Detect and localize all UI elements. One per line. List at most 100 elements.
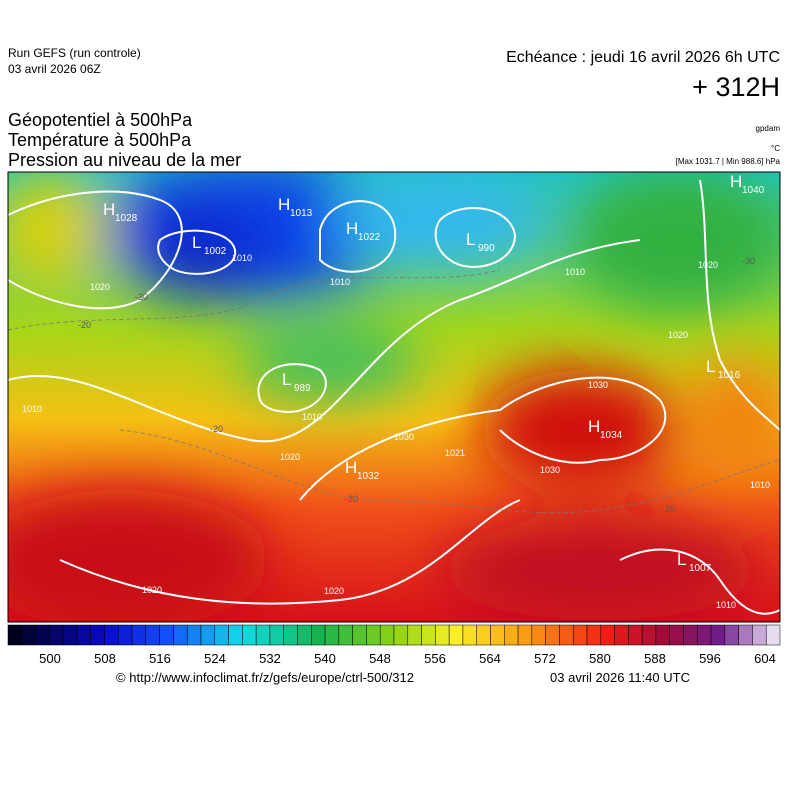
colorbar-swatch <box>724 624 739 646</box>
center-kind: L <box>192 233 201 252</box>
colorbar-label: 596 <box>699 651 721 666</box>
legend-line: Géopotentiel à 500hPa <box>8 110 193 130</box>
map-frame <box>7 171 781 623</box>
colorbar-label: 604 <box>754 651 776 666</box>
colorbar-swatch <box>352 624 367 646</box>
center-kind: H <box>730 172 742 191</box>
colorbar-swatch <box>669 624 684 646</box>
isobar-label: 1030 <box>540 465 560 475</box>
isobar-label: 1030 <box>394 432 414 442</box>
colorbar-swatch <box>159 624 174 646</box>
colorbar-swatch <box>421 624 436 646</box>
temperature-label: -20 <box>345 494 358 504</box>
center-value: 1002 <box>204 246 227 257</box>
colorbar-label: 588 <box>644 651 666 666</box>
isobar-label: 1010 <box>565 267 585 277</box>
temperature-label: -20 <box>662 504 675 514</box>
isobar-label: 1020 <box>324 586 344 596</box>
colorbar-swatch <box>145 624 160 646</box>
colorbar-swatch <box>407 624 422 646</box>
colorbar-swatch <box>297 624 312 646</box>
colorbar-swatch <box>90 624 105 646</box>
temperature-label: -20 <box>78 320 91 330</box>
colorbar-swatch <box>490 624 505 646</box>
colorbar-swatch <box>738 624 753 646</box>
center-value: 1028 <box>115 213 138 224</box>
colorbar-label: 564 <box>479 651 501 666</box>
colorbar-swatch <box>21 624 36 646</box>
colorbar-swatch <box>173 624 188 646</box>
colorbar-swatch <box>379 624 395 646</box>
colorbar-swatch <box>393 624 409 646</box>
colorbar-label: 548 <box>369 651 391 666</box>
colorbar-swatch <box>559 624 574 646</box>
colorbar-swatch <box>614 624 629 646</box>
colorbar-label: 516 <box>149 651 171 666</box>
center-kind: H <box>346 219 358 238</box>
colorbar-swatch <box>131 624 147 646</box>
colorbar-swatch <box>448 624 464 646</box>
colorbar-swatch <box>545 624 560 646</box>
center-value: 1013 <box>290 208 313 219</box>
temperature-label: -30 <box>742 256 755 266</box>
center-kind: H <box>588 417 600 436</box>
footer-date: 03 avril 2026 11:40 UTC <box>550 670 690 685</box>
colorbar-swatch <box>118 624 133 646</box>
colorbar-swatch <box>269 624 284 646</box>
colorbar-swatch <box>242 624 257 646</box>
center-kind: H <box>345 458 357 477</box>
colorbar-swatch <box>76 624 91 646</box>
center-kind: H <box>103 200 115 219</box>
colorbar-swatch <box>435 624 450 646</box>
colorbar-swatch <box>228 624 243 646</box>
colorbar-label: 556 <box>424 651 446 666</box>
colorbar-label: 540 <box>314 651 336 666</box>
unit: [Max 1031.7 | Min 988.6] hPa <box>676 157 781 166</box>
colorbar-label: 524 <box>204 651 226 666</box>
colorbar-swatch <box>504 624 519 646</box>
colorbar-swatch <box>572 624 588 646</box>
colorbar-label: 572 <box>534 651 556 666</box>
isobar-label: 1020 <box>668 330 688 340</box>
colorbar-swatch <box>62 624 78 646</box>
center-kind: H <box>278 195 290 214</box>
run-date: 03 avril 2026 06Z <box>8 62 101 76</box>
isobar-label: 1020 <box>142 585 162 595</box>
center-value: 1007 <box>689 563 712 574</box>
run-label: Run GEFS (run controle) <box>8 46 141 60</box>
map <box>8 172 780 622</box>
isobar-label: 1010 <box>302 412 322 422</box>
legend-line: Température à 500hPa <box>8 130 192 150</box>
colorbar-swatch <box>200 624 216 646</box>
center-value: 1016 <box>718 370 741 381</box>
colorbar-swatch <box>752 624 767 646</box>
isobar-label: 1020 <box>698 260 718 270</box>
isobar-label: 1010 <box>330 277 350 287</box>
colorbar-swatch <box>49 624 64 646</box>
isotherms <box>8 269 780 514</box>
colorbar-swatch <box>35 624 50 646</box>
colorbar-swatch <box>641 624 657 646</box>
colorbar-swatch <box>655 624 670 646</box>
colorbar-swatch <box>765 624 781 646</box>
center-value: 989 <box>294 383 311 394</box>
center-value: 990 <box>478 243 495 254</box>
isobar-label: 1021 <box>445 448 465 458</box>
center-kind: L <box>466 230 475 249</box>
unit: gpdam <box>756 124 781 133</box>
center-value: 1032 <box>357 471 380 482</box>
temperature-label: -30 <box>135 292 148 302</box>
colorbar-swatch <box>311 624 326 646</box>
isobar-label: 1010 <box>232 253 252 263</box>
unit: °C <box>771 144 780 153</box>
echeance: Echéance : jeudi 16 avril 2026 6h UTC <box>506 49 780 66</box>
colorbar-swatch <box>531 624 546 646</box>
colorbar-swatch <box>710 624 726 646</box>
lead-time: + 312H <box>692 72 780 102</box>
legend-line: Pression au niveau de la mer <box>8 150 241 170</box>
colorbar-swatch <box>7 624 23 646</box>
colorbar-swatch <box>586 624 602 646</box>
colorbar-label: 580 <box>589 651 611 666</box>
isobar-label: 1010 <box>22 404 42 414</box>
